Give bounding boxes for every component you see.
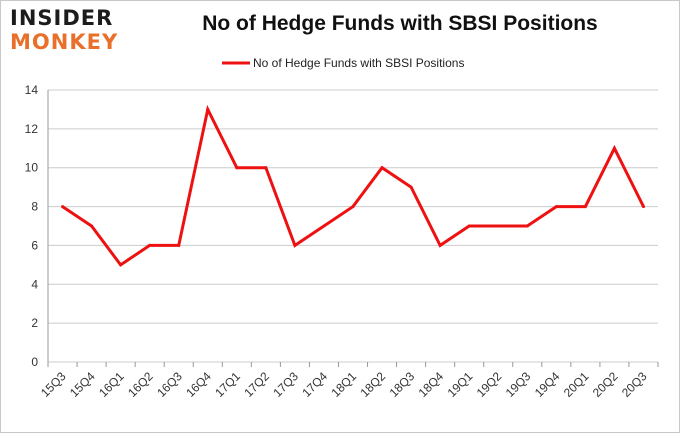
data-point xyxy=(177,243,181,247)
x-tick-label: 15Q3 xyxy=(38,369,69,400)
y-tick-label: 10 xyxy=(25,161,39,175)
data-point xyxy=(467,224,471,228)
data-point xyxy=(90,224,94,228)
data-point xyxy=(409,185,413,189)
data-point xyxy=(322,224,326,228)
x-tick-label: 16Q3 xyxy=(154,369,185,400)
x-tick-label: 16Q2 xyxy=(125,369,156,400)
chart-title: No of Hedge Funds with SBSI Positions xyxy=(202,12,598,35)
logo-line-1: INSIDER xyxy=(10,6,114,30)
data-point xyxy=(293,243,297,247)
y-tick-label: 4 xyxy=(31,277,38,291)
y-tick-label: 14 xyxy=(25,83,39,97)
data-point xyxy=(264,166,268,170)
x-tick-label: 17Q2 xyxy=(241,369,272,400)
x-tick-label: 20Q1 xyxy=(561,369,592,400)
y-tick-label: 6 xyxy=(31,238,38,252)
y-tick-label: 2 xyxy=(31,316,38,330)
y-tick-label: 12 xyxy=(25,122,39,136)
x-tick-label: 20Q3 xyxy=(619,369,650,400)
x-tick-label: 18Q3 xyxy=(387,369,418,400)
data-point xyxy=(61,205,65,209)
x-tick-label: 19Q1 xyxy=(445,369,476,400)
x-tick-label: 16Q4 xyxy=(183,369,214,400)
data-point xyxy=(525,224,529,228)
data-point xyxy=(641,205,645,209)
x-tick-label: 16Q1 xyxy=(96,369,127,400)
x-tick-label: 18Q1 xyxy=(328,369,359,400)
series-line xyxy=(61,104,645,267)
x-tick-label: 18Q4 xyxy=(416,369,447,400)
x-tick-label: 20Q2 xyxy=(590,369,621,400)
data-point xyxy=(612,146,616,150)
data-point xyxy=(496,224,500,228)
data-point xyxy=(583,205,587,209)
data-point xyxy=(235,166,239,170)
x-tick-label: 15Q4 xyxy=(67,369,98,400)
data-point xyxy=(438,243,442,247)
x-tick-label: 19Q4 xyxy=(532,369,563,400)
data-point xyxy=(554,205,558,209)
data-point xyxy=(351,205,355,209)
x-tick-label: 19Q3 xyxy=(503,369,534,400)
data-point xyxy=(119,263,123,267)
legend-label: No of Hedge Funds with SBSI Positions xyxy=(253,56,464,70)
data-point xyxy=(380,166,384,170)
insider-monkey-logo: INSIDER MONKEY xyxy=(10,8,128,53)
x-tick-label: 19Q2 xyxy=(474,369,505,400)
x-tick-label: 17Q1 xyxy=(212,369,243,400)
x-tick-label: 17Q4 xyxy=(299,369,330,400)
x-tick-label: 18Q2 xyxy=(358,369,389,400)
logo-line-2: MONKEY xyxy=(10,30,119,54)
data-point xyxy=(148,243,152,247)
x-tick-label: 17Q3 xyxy=(270,369,301,400)
data-point xyxy=(206,107,210,111)
y-tick-label: 0 xyxy=(31,355,38,369)
y-tick-label: 8 xyxy=(31,200,38,214)
